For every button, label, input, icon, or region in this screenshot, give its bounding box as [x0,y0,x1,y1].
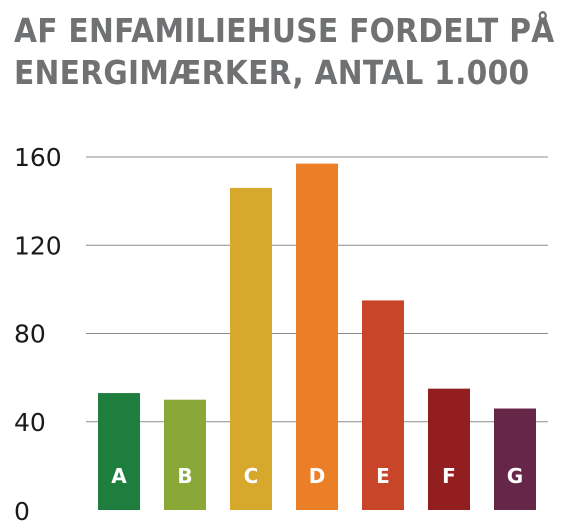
bar-label-b: B [177,464,192,488]
bar-label-c: C [244,464,259,488]
bar-e [362,300,404,510]
bar-labels: A B C D E F G [111,464,523,488]
y-tick-label: 120 [14,231,62,260]
bar-a [98,393,140,510]
y-tick-label: 0 [14,497,30,526]
y-tick-label: 160 [14,143,62,172]
bars [98,163,536,510]
y-tick-label: 40 [14,408,46,437]
bar-g [494,408,536,510]
bar-d [296,163,338,510]
bar-b [164,399,206,510]
bar-label-f: F [442,464,456,488]
bar-label-e: E [376,464,390,488]
chart-title-line-2: ENERGIMÆRKER, ANTAL 1.000 [14,53,530,92]
chart-title-line-1: AF ENFAMILIEHUSE FORDELT PÅ [14,11,555,50]
bar-f [428,388,470,510]
y-axis-ticks: 0 40 80 120 160 [14,143,62,526]
bar-c [230,187,272,510]
chart-title: AF ENFAMILIEHUSE FORDELT PÅ ENERGIMÆRKER… [14,10,555,94]
bar-label-g: G [507,464,523,488]
bar-label-d: D [309,464,326,488]
bar-label-a: A [111,464,127,488]
y-tick-label: 80 [14,320,46,349]
